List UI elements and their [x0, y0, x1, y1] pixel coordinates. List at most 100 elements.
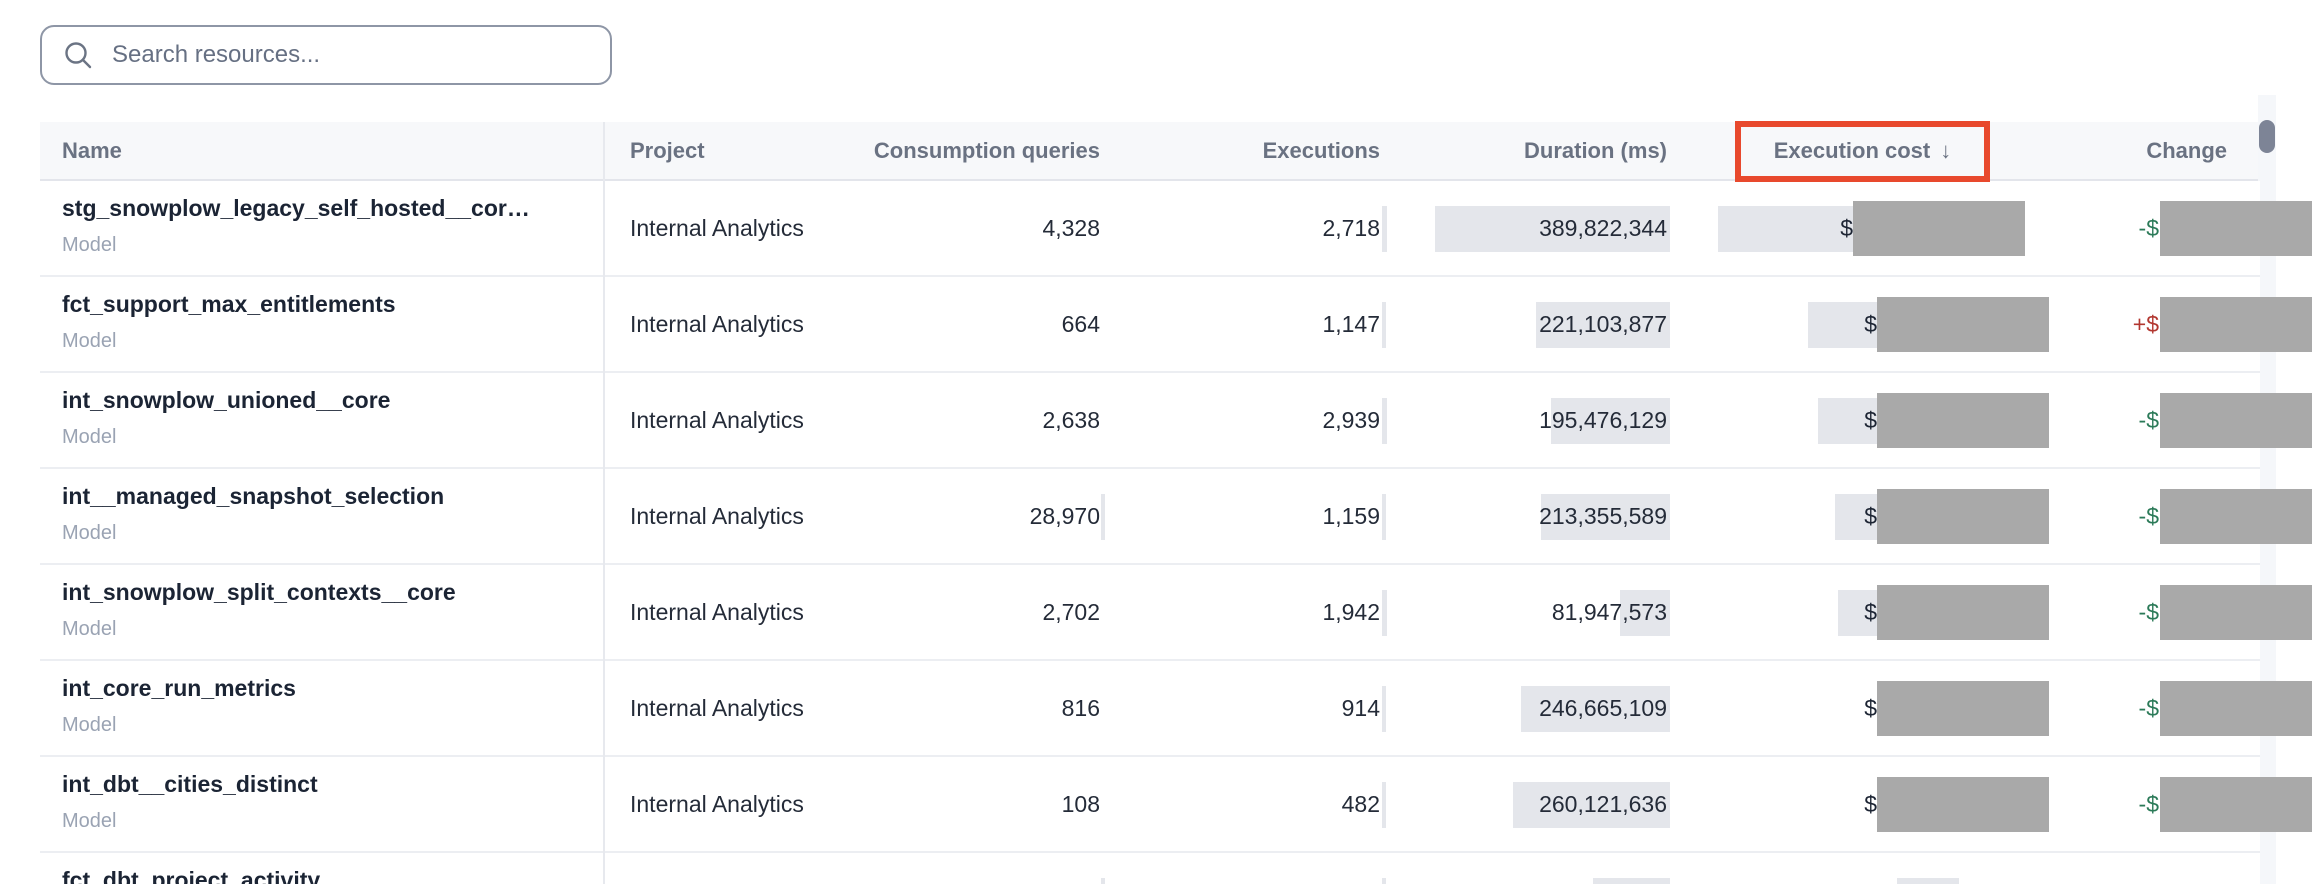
resource-type-label: Model	[62, 330, 117, 352]
resource-name[interactable]: int__managed_snapshot_selection	[62, 483, 445, 509]
resource-name-cell[interactable]: fct_dbt_project_activity	[62, 853, 602, 884]
resource-type-label: Model	[62, 426, 117, 448]
resource-type-label: Model	[62, 522, 117, 544]
resource-name[interactable]: int_snowplow_split_contexts__core	[62, 579, 456, 605]
executions-heat-bar	[1382, 494, 1386, 540]
consumption-value: 4,328	[1042, 215, 1100, 241]
resource-name-cell[interactable]: int_snowplow_unioned__core Model	[62, 373, 602, 469]
duration-heat-bar	[1435, 206, 1670, 252]
change-value: -$	[2138, 599, 2159, 625]
consumption-value: 2,638	[1042, 407, 1100, 433]
resource-name[interactable]: fct_support_max_entitlements	[62, 291, 396, 317]
resource-name[interactable]: stg_snowplow_legacy_self_hosted__cor…	[62, 195, 530, 221]
cost-currency: $	[1864, 695, 1877, 721]
consumption-value: 108	[1061, 791, 1100, 817]
table-row[interactable]: int_snowplow_split_contexts__core Model In…	[40, 565, 2312, 661]
executions-heat-bar	[1382, 686, 1386, 732]
change-redaction	[2160, 393, 2312, 448]
duration-heat-bar	[1513, 782, 1670, 828]
resource-name-cell[interactable]: stg_snowplow_legacy_self_hosted__cor… Mod…	[62, 181, 602, 277]
duration-value: 246,665,109	[1539, 695, 1667, 721]
change-redaction	[2160, 681, 2312, 736]
column-header-duration[interactable]: Duration (ms)	[1524, 138, 1667, 163]
column-header-execution-cost[interactable]: Execution cost ↓	[1735, 122, 1990, 179]
resource-name-cell[interactable]: fct_support_max_entitlements Model	[62, 277, 602, 373]
cost-redaction	[1877, 585, 2049, 640]
table-row[interactable]: int_dbt__cities_distinct Model Internal An…	[40, 757, 2312, 853]
search-icon	[65, 42, 92, 69]
consumption-heat-bar	[1101, 494, 1105, 540]
cost-redaction	[1877, 297, 2049, 352]
consumption-heat-bar	[1101, 878, 1105, 884]
duration-heat-bar	[1541, 494, 1670, 540]
cost-heat-bar	[1838, 590, 1877, 636]
project-cell: Internal Analytics	[630, 215, 804, 241]
duration-heat-bar	[1521, 686, 1670, 732]
change-redaction	[2160, 297, 2312, 352]
column-header-change[interactable]: Change	[2146, 138, 2227, 163]
duration-value: 195,476,129	[1539, 407, 1667, 433]
change-redaction	[2160, 777, 2312, 832]
project-cell: Internal Analytics	[630, 503, 804, 529]
duration-value: 260,121,636	[1539, 791, 1667, 817]
table-row[interactable]: fct_dbt_project_activity	[40, 853, 2260, 884]
executions-value: 2,939	[1322, 407, 1380, 433]
duration-heat-bar	[1620, 590, 1670, 636]
change-value: -$	[2138, 695, 2159, 721]
resource-name-cell[interactable]: int_snowplow_split_contexts__core Model	[62, 565, 602, 661]
duration-value: 221,103,877	[1539, 311, 1667, 337]
executions-value: 482	[1341, 791, 1380, 817]
column-header-executions[interactable]: Executions	[1262, 138, 1380, 163]
executions-value: 914	[1341, 695, 1380, 721]
scrollbar-thumb[interactable]	[2259, 120, 2275, 153]
table-row[interactable]: int__managed_snapshot_selection Model Inte…	[40, 469, 2312, 565]
change-value: -$	[2138, 215, 2159, 241]
table-row[interactable]: stg_snowplow_legacy_self_hosted__cor… Mod…	[40, 181, 2312, 277]
table-row[interactable]: fct_support_max_entitlements Model Interna…	[40, 277, 2312, 373]
change-value: -$	[2138, 407, 2159, 433]
column-header-project[interactable]: Project	[630, 138, 705, 163]
change-value: -$	[2138, 791, 2159, 817]
change-redaction	[2160, 585, 2312, 640]
table-row[interactable]: int_core_run_metrics Model Internal Analyt…	[40, 661, 2312, 757]
cost-redaction	[1877, 777, 2049, 832]
table-rows: stg_snowplow_legacy_self_hosted__cor… Mod…	[40, 181, 2312, 884]
project-cell: Internal Analytics	[630, 311, 804, 337]
search-box[interactable]	[40, 25, 612, 85]
resource-type-label: Model	[62, 810, 117, 832]
duration-heat-bar	[1551, 398, 1670, 444]
resource-name[interactable]: int_core_run_metrics	[62, 675, 296, 701]
executions-value: 2,718	[1322, 215, 1380, 241]
executions-value: 1,942	[1322, 599, 1380, 625]
cost-currency: $	[1864, 503, 1877, 529]
project-cell: Internal Analytics	[630, 695, 804, 721]
resource-name[interactable]: int_snowplow_unioned__core	[62, 387, 391, 413]
resource-name-cell[interactable]: int__managed_snapshot_selection Model	[62, 469, 602, 565]
consumption-value: 664	[1061, 311, 1100, 337]
change-redaction	[2160, 201, 2312, 256]
duration-heat-bar	[1593, 878, 1670, 884]
change-value: -$	[2138, 503, 2159, 529]
change-value: +$	[2132, 311, 2159, 337]
resource-name[interactable]: fct_dbt_project_activity	[62, 867, 321, 884]
column-header-name[interactable]: Name	[62, 138, 122, 163]
cost-currency: $	[1864, 599, 1877, 625]
sort-desc-icon: ↓	[1940, 138, 1952, 163]
resource-type-label: Model	[62, 714, 117, 736]
resource-name-cell[interactable]: int_dbt__cities_distinct Model	[62, 757, 602, 853]
executions-heat-bar	[1382, 398, 1387, 444]
resource-name-cell[interactable]: int_core_run_metrics Model	[62, 661, 602, 757]
executions-heat-bar	[1382, 878, 1386, 884]
resource-name[interactable]: int_dbt__cities_distinct	[62, 771, 318, 797]
executions-value: 1,147	[1322, 311, 1380, 337]
search-input[interactable]	[110, 40, 590, 70]
column-header-consumption[interactable]: Consumption queries	[873, 138, 1100, 163]
cost-currency: $	[1840, 215, 1853, 241]
cost-heat-bar	[1897, 878, 1959, 884]
cost-currency: $	[1864, 407, 1877, 433]
table-row[interactable]: int_snowplow_unioned__core Model Internal …	[40, 373, 2312, 469]
cost-redaction	[1853, 201, 2025, 256]
project-cell: Internal Analytics	[630, 407, 804, 433]
cost-redaction	[1877, 393, 2049, 448]
